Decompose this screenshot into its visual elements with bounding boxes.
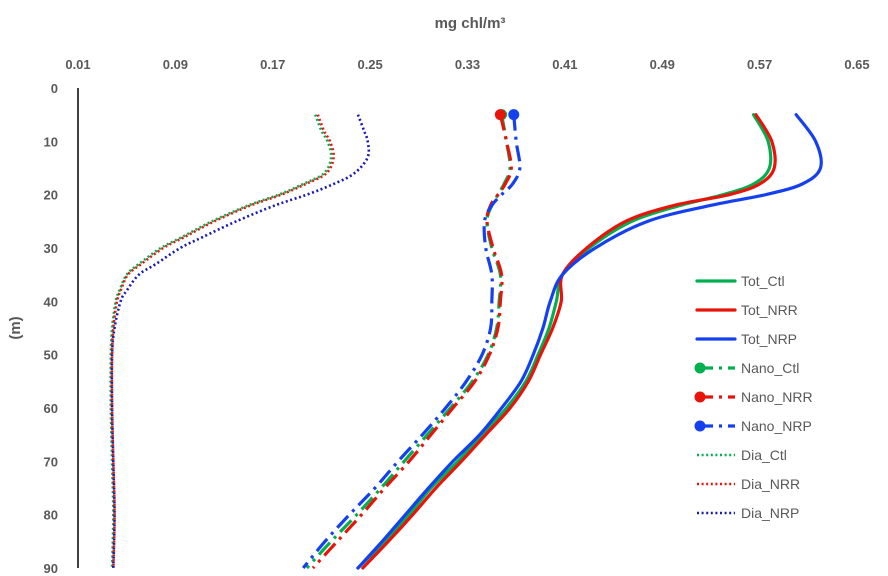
series-line-dia-nrr [110,114,335,569]
series-line-dia-ctl [109,114,333,569]
series-marker-nano-nrp [508,109,520,121]
y-tick-label: 10 [44,134,58,149]
x-tick-label: 0.57 [747,57,772,72]
y-tick-label: 90 [44,561,58,576]
series-line-tot-ctl [356,113,773,570]
legend-label-dia-nrr: Dia_NRR [741,476,800,492]
x-tick-label: 0.33 [455,57,480,72]
series-line-nano-nrr [311,114,513,570]
y-tick-label: 40 [44,294,58,309]
x-tick-label: 0.41 [552,57,577,72]
series-line-dia-nrp [110,114,371,569]
series-line-tot-nrp [356,113,823,570]
series-line-nano-nrp [301,114,522,570]
legend-label-nano-ctl: Nano_Ctl [741,360,799,376]
x-axis-title: mg chl/m³ [435,15,506,32]
legend-label-dia-nrp: Dia_NRP [741,505,799,521]
y-tick-label: 30 [44,241,58,256]
y-tick-label: 50 [44,348,58,363]
x-tick-label: 0.01 [65,57,90,72]
legend-marker-nano-nrp [694,420,706,432]
x-tick-labels: 0.01 0.09 0.17 0.25 0.33 0.41 0.49 0.57 0.65 [65,57,869,72]
legend-marker-nano-nrr [694,391,706,403]
y-axis-title: (m) [7,316,24,339]
x-tick-label: 0.25 [357,57,382,72]
legend-label-tot-nrp: Tot_NRP [741,331,797,347]
legend-label-tot-nrr: Tot_NRR [741,302,798,318]
y-tick-label: 70 [44,454,58,469]
x-tick-label: 0.49 [650,57,675,72]
series-line-tot-nrr [361,113,777,570]
y-tick-label: 20 [44,188,58,203]
legend-label-nano-nrr: Nano_NRR [741,389,813,405]
series-line-nano-ctl [305,114,512,570]
series-group [109,109,823,570]
y-tick-label: 60 [44,401,58,416]
legend-label-dia-ctl: Dia_Ctl [741,447,787,463]
legend-label-tot-ctl: Tot_Ctl [741,273,785,289]
y-tick-labels: 0 10 20 30 40 50 60 70 80 90 [44,81,58,576]
y-tick-label: 0 [51,81,58,96]
legend: Tot_Ctl Tot_NRR Tot_NRP Nano_Ctl Nano_NRR Nan… [694,273,813,521]
legend-label-nano-nrp: Nano_NRP [741,418,812,434]
y-tick-label: 80 [44,508,58,523]
x-tick-label: 0.09 [163,57,188,72]
legend-marker-nano-ctl [694,362,706,374]
series-marker-nano-nrr [494,109,506,121]
x-tick-label: 0.65 [844,57,869,72]
x-tick-label: 0.17 [260,57,285,72]
